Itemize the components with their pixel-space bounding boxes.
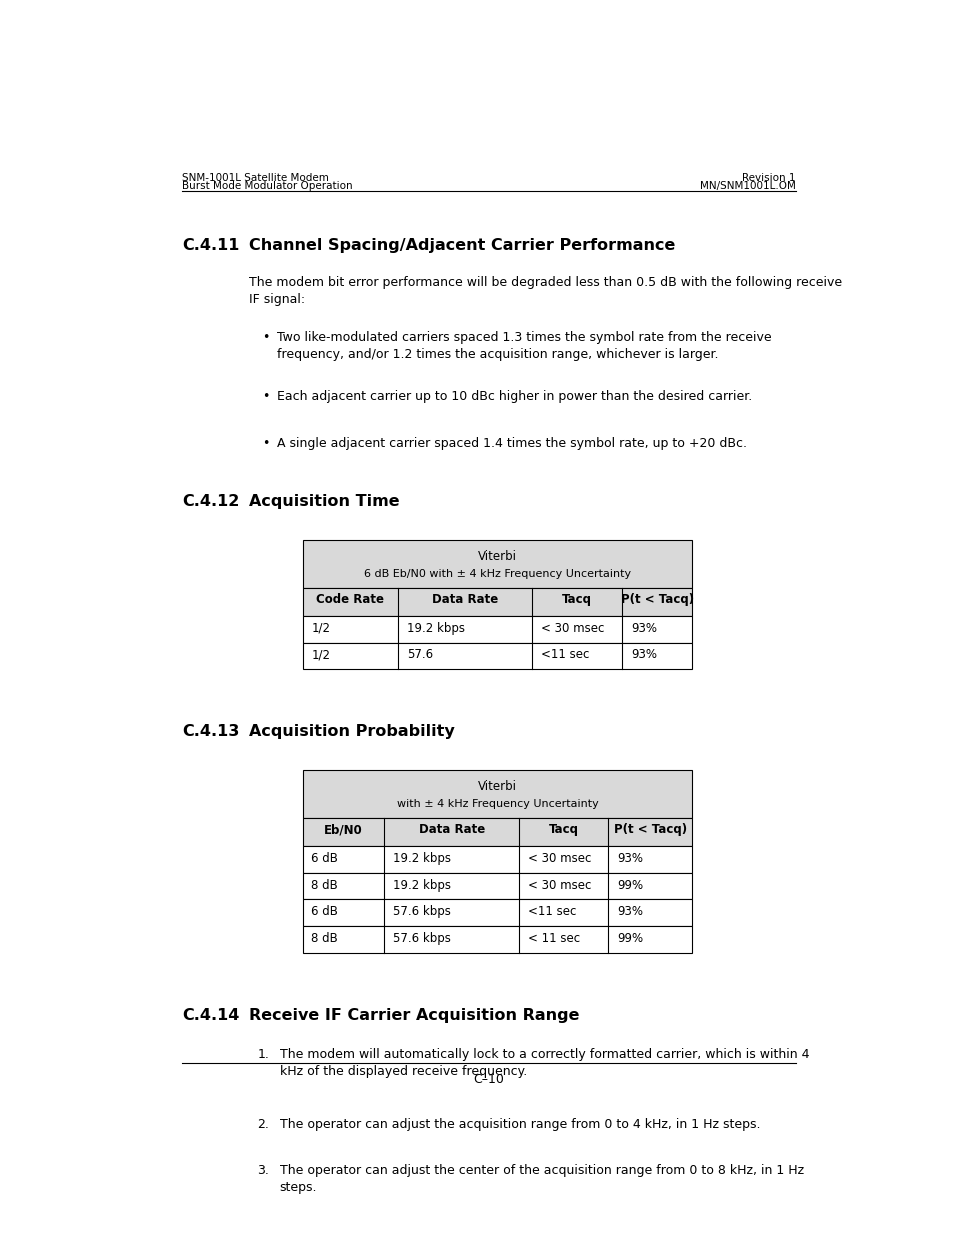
Text: Code Rate: Code Rate bbox=[316, 593, 384, 606]
FancyBboxPatch shape bbox=[302, 616, 692, 642]
Text: 1.: 1. bbox=[257, 1047, 269, 1061]
Text: Burst Mode Modulator Operation: Burst Mode Modulator Operation bbox=[182, 182, 353, 191]
Text: Acquisition Probability: Acquisition Probability bbox=[249, 725, 454, 740]
Text: with ± 4 kHz Frequency Uncertainty: with ± 4 kHz Frequency Uncertainty bbox=[396, 799, 598, 809]
Text: 6 dB Eb/N0 with ± 4 kHz Frequency Uncertainty: 6 dB Eb/N0 with ± 4 kHz Frequency Uncert… bbox=[363, 568, 630, 578]
Text: Viterbi: Viterbi bbox=[477, 779, 517, 793]
Text: The modem will automatically lock to a correctly formatted carrier, which is wit: The modem will automatically lock to a c… bbox=[279, 1047, 808, 1078]
Text: 93%: 93% bbox=[630, 621, 657, 635]
FancyBboxPatch shape bbox=[302, 588, 692, 616]
FancyBboxPatch shape bbox=[302, 846, 692, 873]
FancyBboxPatch shape bbox=[302, 771, 692, 818]
Text: 93%: 93% bbox=[617, 852, 642, 864]
FancyBboxPatch shape bbox=[302, 899, 692, 926]
Text: 1/2: 1/2 bbox=[311, 648, 330, 662]
FancyBboxPatch shape bbox=[302, 873, 692, 899]
Text: Each adjacent carrier up to 10 dBc higher in power than the desired carrier.: Each adjacent carrier up to 10 dBc highe… bbox=[276, 390, 751, 403]
Text: 99%: 99% bbox=[617, 931, 642, 945]
Text: 57.6 kbps: 57.6 kbps bbox=[393, 905, 451, 918]
Text: Two like-modulated carriers spaced 1.3 times the symbol rate from the receive
fr: Two like-modulated carriers spaced 1.3 t… bbox=[276, 331, 771, 361]
FancyBboxPatch shape bbox=[302, 540, 692, 588]
Text: 6 dB: 6 dB bbox=[311, 852, 338, 864]
Text: C–10: C–10 bbox=[473, 1072, 504, 1086]
Text: C.4.12: C.4.12 bbox=[182, 494, 239, 509]
FancyBboxPatch shape bbox=[302, 642, 692, 669]
Text: C.4.11: C.4.11 bbox=[182, 237, 239, 253]
Text: The operator can adjust the acquisition range from 0 to 4 kHz, in 1 Hz steps.: The operator can adjust the acquisition … bbox=[279, 1118, 760, 1131]
Text: The operator can adjust the center of the acquisition range from 0 to 8 kHz, in : The operator can adjust the center of th… bbox=[279, 1163, 803, 1194]
Text: Eb/N0: Eb/N0 bbox=[324, 824, 362, 836]
Text: •: • bbox=[262, 331, 269, 343]
Text: < 30 msec: < 30 msec bbox=[527, 852, 591, 864]
Text: < 30 msec: < 30 msec bbox=[527, 878, 591, 892]
Text: P(t < Tacq): P(t < Tacq) bbox=[613, 824, 686, 836]
Text: Acquisition Time: Acquisition Time bbox=[249, 494, 399, 509]
Text: Channel Spacing/Adjacent Carrier Performance: Channel Spacing/Adjacent Carrier Perform… bbox=[249, 237, 675, 253]
Text: < 30 msec: < 30 msec bbox=[540, 621, 604, 635]
Text: Receive IF Carrier Acquisition Range: Receive IF Carrier Acquisition Range bbox=[249, 1008, 578, 1023]
Text: 6 dB: 6 dB bbox=[311, 905, 338, 918]
Text: The modem bit error performance will be degraded less than 0.5 dB with the follo: The modem bit error performance will be … bbox=[249, 275, 841, 305]
FancyBboxPatch shape bbox=[302, 926, 692, 952]
Text: Data Rate: Data Rate bbox=[432, 593, 497, 606]
Text: 8 dB: 8 dB bbox=[311, 931, 338, 945]
Text: MN/SNM1001L.OM: MN/SNM1001L.OM bbox=[700, 182, 795, 191]
Text: 19.2 kbps: 19.2 kbps bbox=[393, 852, 451, 864]
Text: 57.6 kbps: 57.6 kbps bbox=[393, 931, 451, 945]
Text: A single adjacent carrier spaced 1.4 times the symbol rate, up to +20 dBc.: A single adjacent carrier spaced 1.4 tim… bbox=[276, 437, 746, 451]
Text: 19.2 kbps: 19.2 kbps bbox=[407, 621, 464, 635]
Text: Revision 1: Revision 1 bbox=[741, 173, 795, 183]
Text: 8 dB: 8 dB bbox=[311, 878, 338, 892]
Text: •: • bbox=[262, 437, 269, 451]
Text: 3.: 3. bbox=[257, 1163, 269, 1177]
Text: Viterbi: Viterbi bbox=[477, 550, 517, 562]
Text: C.4.14: C.4.14 bbox=[182, 1008, 239, 1023]
Text: 93%: 93% bbox=[617, 905, 642, 918]
Text: 1/2: 1/2 bbox=[311, 621, 330, 635]
Text: SNM-1001L Satellite Modem: SNM-1001L Satellite Modem bbox=[182, 173, 329, 183]
Text: Data Rate: Data Rate bbox=[418, 824, 484, 836]
Text: < 11 sec: < 11 sec bbox=[527, 931, 579, 945]
FancyBboxPatch shape bbox=[302, 818, 692, 846]
Text: •: • bbox=[262, 390, 269, 403]
Text: P(t < Tacq): P(t < Tacq) bbox=[620, 593, 693, 606]
Text: 19.2 kbps: 19.2 kbps bbox=[393, 878, 451, 892]
Text: 2.: 2. bbox=[257, 1118, 269, 1131]
Text: C.4.13: C.4.13 bbox=[182, 725, 239, 740]
Text: 99%: 99% bbox=[617, 878, 642, 892]
Text: Tacq: Tacq bbox=[548, 824, 578, 836]
Text: 57.6: 57.6 bbox=[407, 648, 433, 662]
Text: <11 sec: <11 sec bbox=[540, 648, 589, 662]
Text: <11 sec: <11 sec bbox=[527, 905, 576, 918]
Text: Tacq: Tacq bbox=[561, 593, 592, 606]
Text: 93%: 93% bbox=[630, 648, 657, 662]
